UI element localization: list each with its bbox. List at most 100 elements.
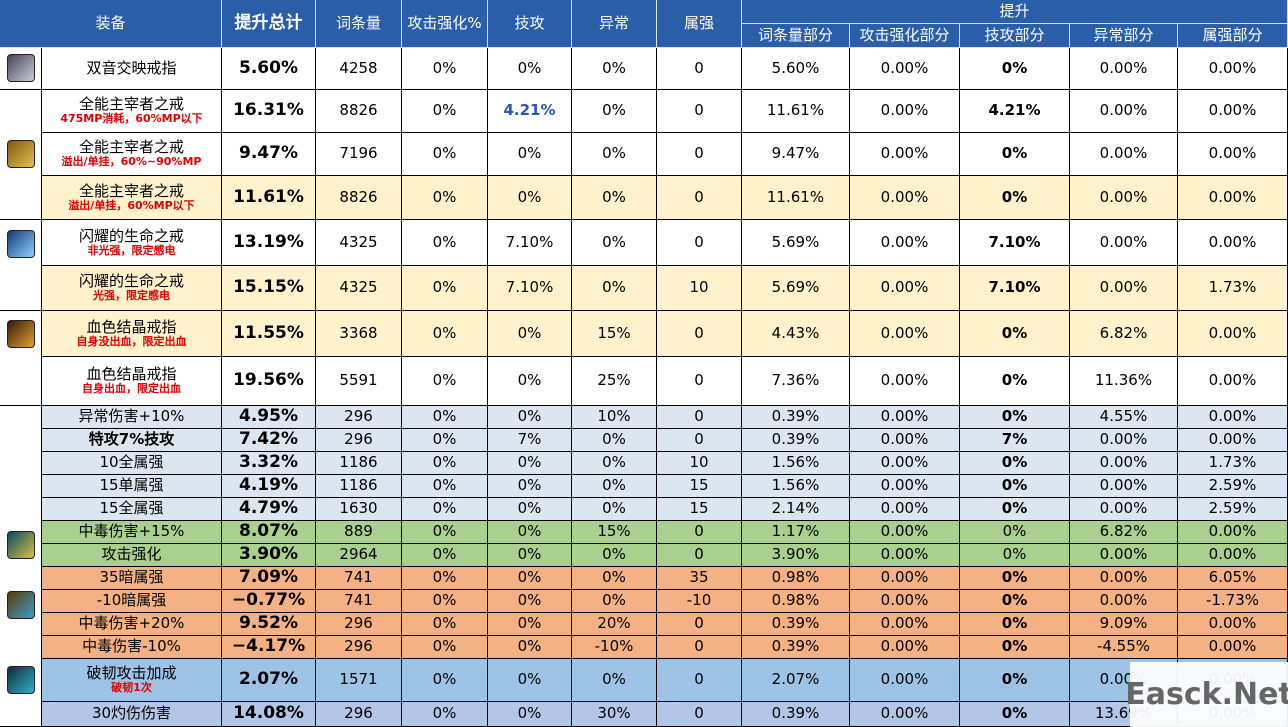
value-cell: 0% (488, 702, 572, 727)
value-text: 0% (517, 407, 542, 426)
value-cell: 0% (488, 133, 572, 176)
value-text: 0% (517, 144, 542, 163)
value-cell: 0% (488, 176, 572, 220)
value-text: 0% (602, 545, 626, 564)
item-icon (7, 531, 35, 559)
header-cell: 装备 (0, 0, 222, 48)
value-text: 11.55% (233, 322, 304, 343)
value-text: 0.00% (1099, 591, 1148, 610)
value-cell: 0.00% (1178, 176, 1288, 220)
value-cell: 0% (402, 429, 488, 452)
value-cell: 741 (316, 567, 402, 590)
value-text: 0.00% (880, 670, 929, 689)
name-cell: 中毒伤害+20% (42, 613, 222, 636)
value-text: 0% (1001, 323, 1028, 342)
value-text: 0.00% (1099, 453, 1148, 472)
value-cell: 2.14% (742, 498, 850, 521)
header-cell: 异常 (572, 0, 657, 48)
value-cell: 4.79% (222, 498, 316, 521)
value-text: 11.36% (1094, 371, 1153, 390)
value-cell: 296 (316, 702, 402, 727)
value-text: 5.60% (239, 57, 298, 78)
item-name: 中毒伤害+15% (78, 522, 185, 541)
header-text: 属强 (683, 13, 714, 32)
value-cell: 2.59% (1178, 475, 1288, 498)
value-cell: 0% (960, 590, 1070, 613)
value-text: 5.69% (771, 232, 820, 251)
value-text: 0% (432, 232, 457, 251)
value-text: 0.00% (880, 704, 929, 723)
name-cell: 攻击强化 (42, 544, 222, 567)
value-text: 0.00% (880, 371, 929, 390)
value-cell: 0.39% (742, 613, 850, 636)
value-cell: 0% (960, 659, 1070, 702)
name-cell: 全能主宰者之戒 溢出/单挂，60%MP以下 (42, 176, 222, 220)
value-cell: 0% (402, 567, 488, 590)
value-text: 0.00% (1099, 187, 1148, 206)
value-cell: 25% (572, 357, 657, 406)
value-text: 11.61% (766, 187, 825, 206)
value-text: 0% (517, 614, 542, 633)
value-cell: 0% (402, 176, 488, 220)
value-text: 3.32% (239, 452, 298, 473)
header-cell: 异常部分 (1070, 24, 1178, 48)
value-text: 0% (432, 522, 457, 541)
value-cell: 0% (488, 357, 572, 406)
value-cell: 7196 (316, 133, 402, 176)
value-text: 0% (432, 58, 457, 77)
value-cell: 0.00% (850, 544, 960, 567)
value-cell: 0% (960, 498, 1070, 521)
value-cell: 0% (960, 613, 1070, 636)
header-cell: 提升总计 (222, 0, 316, 48)
value-cell: 1186 (316, 452, 402, 475)
value-text: 0.00% (1208, 637, 1257, 656)
value-cell: 0.00% (1070, 429, 1178, 452)
value-cell: 0.00% (850, 48, 960, 90)
item-icon (7, 230, 35, 258)
value-cell: 0.00% (1178, 220, 1288, 266)
value-cell: 1630 (316, 498, 402, 521)
value-text: 0% (432, 670, 457, 689)
item-icon (7, 140, 35, 168)
value-text: 0 (694, 144, 704, 163)
value-text: 0.39% (771, 407, 820, 426)
value-cell: 0% (402, 266, 488, 311)
value-text: 0% (1001, 499, 1028, 518)
item-name: 全能主宰者之戒 (78, 95, 184, 114)
value-cell: 0.00% (1178, 48, 1288, 90)
value-cell: 2.59% (1178, 498, 1288, 521)
value-cell: 0% (488, 590, 572, 613)
name-cell: 中毒伤害-10% (42, 636, 222, 659)
value-cell: 4325 (316, 220, 402, 266)
value-text: 0% (1001, 637, 1028, 656)
value-text: 0% (432, 568, 457, 587)
value-cell: 0% (402, 475, 488, 498)
value-text: 2.59% (1208, 476, 1257, 495)
value-cell: 11.61% (222, 176, 316, 220)
value-cell: 4.21% (488, 90, 572, 133)
value-text: 0.00% (1099, 430, 1148, 449)
value-cell: 4.43% (742, 311, 850, 357)
value-cell: 0% (402, 48, 488, 90)
value-cell: 0% (488, 659, 572, 702)
value-text: 0.00% (880, 430, 929, 449)
value-text: 15% (597, 323, 631, 342)
value-cell: 0.00% (850, 636, 960, 659)
value-text: 5591 (339, 371, 378, 390)
value-text: 0.00% (880, 453, 929, 472)
value-text: 0.00% (880, 545, 929, 564)
value-cell: 0% (960, 133, 1070, 176)
value-cell: 4325 (316, 266, 402, 311)
value-cell: 0% (572, 475, 657, 498)
value-cell: 7.10% (488, 220, 572, 266)
value-text: 0 (694, 704, 704, 723)
value-cell: 0 (657, 659, 742, 702)
item-note: 475MP消耗，60%MP以下 (60, 112, 203, 126)
value-text: 0.00% (1099, 58, 1148, 77)
value-cell: -10% (572, 636, 657, 659)
value-text: 0.00% (880, 522, 929, 541)
value-cell: 9.09% (1070, 613, 1178, 636)
value-text: 7.42% (239, 429, 298, 450)
value-cell: 19.56% (222, 357, 316, 406)
watermark: Easck.Net (1125, 662, 1288, 727)
